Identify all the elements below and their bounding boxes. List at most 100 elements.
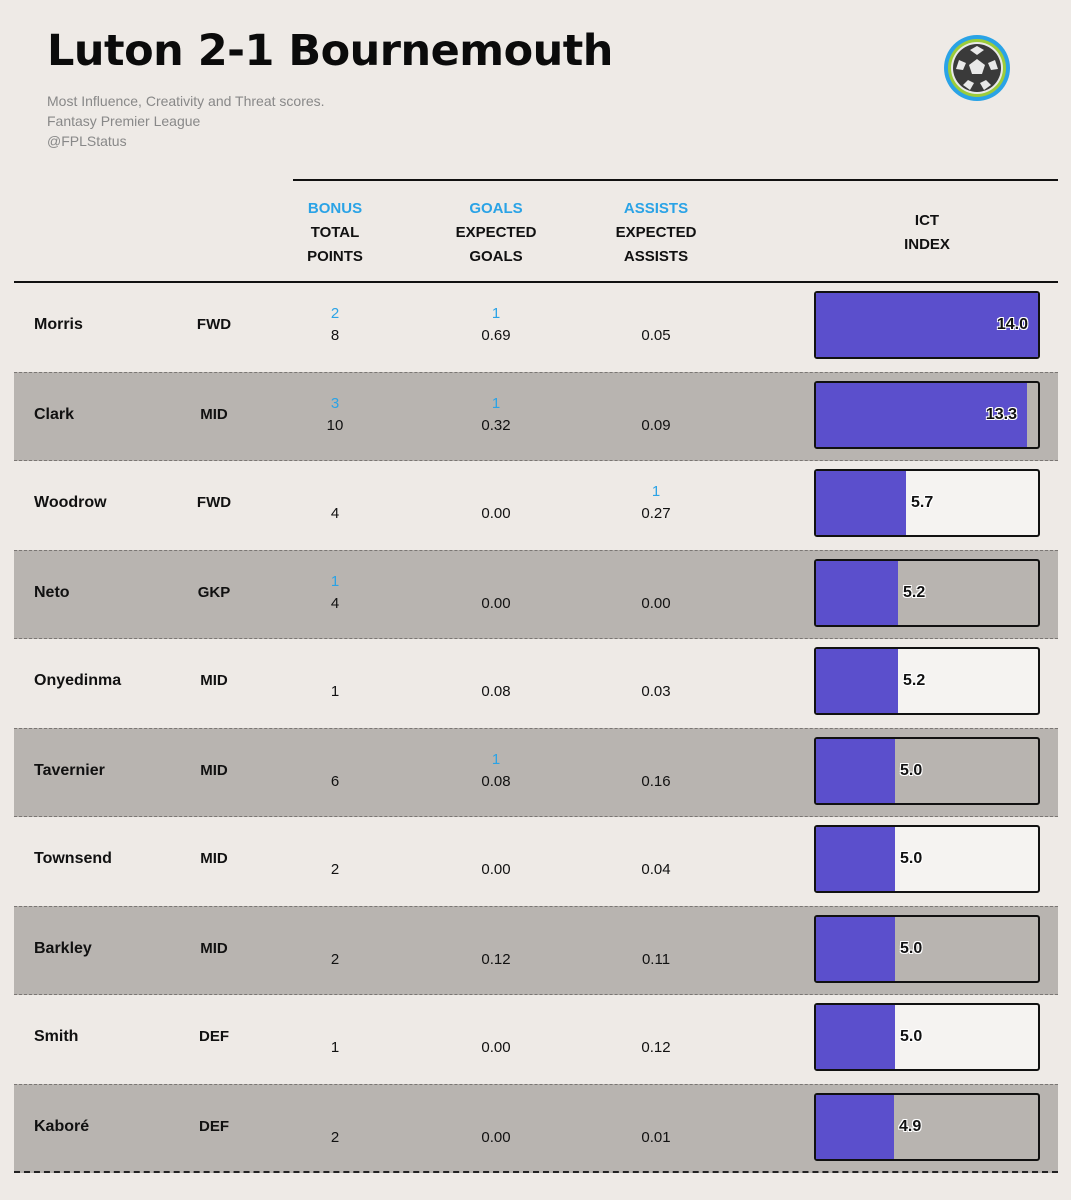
player-position: MID (200, 850, 228, 867)
player-position: MID (200, 940, 228, 957)
table-row: Clark MID 3 10 1 0.32 0.09 13.3 (14, 372, 1058, 461)
expected-assists-value: 0.00 (641, 595, 671, 612)
column-header-line: TOTAL (310, 224, 360, 241)
expected-assists-value: 0.27 (641, 505, 671, 522)
ict-bar-fill (816, 471, 906, 535)
column-header-line: POINTS (307, 248, 363, 265)
player-name: Clark (34, 406, 75, 423)
expected-assists-value: 0.05 (641, 327, 671, 344)
table-row: Barkley MID 2 0.12 0.11 5.0 (14, 906, 1058, 995)
ict-bar-fill (816, 561, 898, 625)
expected-assists-value: 0.16 (641, 773, 671, 790)
ict-bar-fill (816, 383, 1027, 447)
total-points-value: 10 (326, 417, 344, 434)
subtitle-line: Most Influence, Creativity and Threat sc… (47, 93, 325, 109)
ict-bar-fill (816, 739, 895, 803)
header-rule-top (293, 179, 1058, 181)
player-name: Woodrow (34, 494, 107, 511)
expected-goals-value: 0.00 (481, 1039, 511, 1056)
ict-bar: 5.2 (814, 559, 1040, 627)
total-points-value: 1 (330, 1039, 340, 1056)
goals-value: 1 (491, 751, 501, 768)
ict-bar-fill (816, 293, 1038, 357)
ict-bar: 5.0 (814, 825, 1040, 893)
table-row: Kaboré DEF 2 0.00 0.01 4.9 (14, 1084, 1058, 1173)
ict-value-label: 5.0 (900, 1028, 923, 1045)
bonus-value: 1 (330, 573, 340, 590)
ict-bar-fill (816, 649, 898, 713)
expected-goals-value: 0.69 (481, 327, 511, 344)
expected-goals-value: 0.32 (481, 417, 511, 434)
column-header-line: INDEX (904, 236, 950, 253)
column-header-goals: GOALS EXPECTED GOALS (431, 197, 561, 269)
player-name: Smith (34, 1028, 79, 1045)
player-name: Barkley (34, 940, 92, 957)
subtitle-line: @FPLStatus (47, 133, 127, 149)
column-header-assists: ASSISTS EXPECTED ASSISTS (591, 197, 721, 269)
column-header-line: ASSISTS (623, 248, 689, 265)
assists-value: 1 (651, 483, 661, 500)
player-name: Onyedinma (34, 672, 122, 689)
ict-bar: 13.3 (814, 381, 1040, 449)
expected-goals-value: 0.00 (481, 505, 511, 522)
player-name: Neto (34, 584, 70, 601)
ict-value-label: 5.2 (903, 672, 926, 689)
ict-value-label: 4.9 (899, 1118, 922, 1135)
player-position: DEF (199, 1028, 229, 1045)
goals-value: 1 (491, 305, 501, 322)
expected-assists-value: 0.03 (641, 683, 671, 700)
bonus-value: 2 (330, 305, 340, 322)
ict-bar: 5.0 (814, 1003, 1040, 1071)
player-position: MID (200, 406, 228, 423)
total-points-value: 2 (330, 861, 340, 878)
player-position: DEF (199, 1118, 229, 1135)
total-points-value: 6 (330, 773, 340, 790)
player-position: MID (200, 762, 228, 779)
expected-assists-value: 0.11 (641, 951, 671, 968)
table-row: Smith DEF 1 0.00 0.12 5.0 (14, 995, 1058, 1084)
header-rule-bottom (14, 281, 1058, 283)
player-name: Tavernier (34, 762, 105, 779)
expected-goals-value: 0.12 (481, 951, 511, 968)
expected-goals-value: 0.00 (481, 861, 511, 878)
table-row: Tavernier MID 6 1 0.08 0.16 5.0 (14, 728, 1058, 817)
ict-value-label: 5.0 (900, 940, 923, 957)
ict-bar: 5.0 (814, 737, 1040, 805)
ict-value-label: 5.7 (911, 494, 934, 511)
ict-bar: 5.2 (814, 647, 1040, 715)
column-header-line: ICT (914, 212, 940, 229)
player-name: Townsend (34, 850, 112, 867)
column-header-line: EXPECTED (615, 224, 697, 241)
column-header-line: EXPECTED (455, 224, 537, 241)
column-header-bonus: BONUS (307, 200, 363, 217)
total-points-value: 2 (330, 1129, 340, 1146)
ict-value-label: 5.0 (900, 762, 923, 779)
expected-assists-value: 0.04 (641, 861, 671, 878)
subtitle-line: Fantasy Premier League (47, 113, 201, 129)
player-name: Kaboré (34, 1118, 90, 1135)
column-header-ict: ICT INDEX (862, 209, 992, 257)
table-row: Onyedinma MID 1 0.08 0.03 5.2 (14, 639, 1058, 728)
ict-value-label: 5.2 (903, 584, 926, 601)
ict-bar: 5.0 (814, 915, 1040, 983)
total-points-value: 1 (330, 683, 340, 700)
ict-bar-fill (816, 1095, 894, 1159)
goals-value: 1 (491, 395, 501, 412)
player-name: Morris (34, 316, 83, 333)
total-points-value: 2 (330, 951, 340, 968)
ict-bar-fill (816, 1005, 895, 1069)
player-position: FWD (196, 494, 232, 511)
bonus-value: 3 (330, 395, 340, 412)
player-position: GKP (197, 584, 231, 601)
expected-assists-value: 0.01 (641, 1129, 671, 1146)
total-points-value: 4 (330, 505, 340, 522)
page-title: Luton 2-1 Bournemouth (47, 26, 613, 76)
column-header-goals-label: GOALS (469, 200, 523, 217)
player-position: MID (200, 672, 228, 689)
expected-goals-value: 0.00 (481, 595, 511, 612)
expected-assists-value: 0.09 (641, 417, 671, 434)
expected-goals-value: 0.08 (481, 683, 511, 700)
table-row: Woodrow FWD 4 0.00 1 0.27 5.7 (14, 461, 1058, 550)
total-points-value: 8 (330, 327, 340, 344)
column-header-points: BONUS TOTAL POINTS (270, 197, 400, 269)
